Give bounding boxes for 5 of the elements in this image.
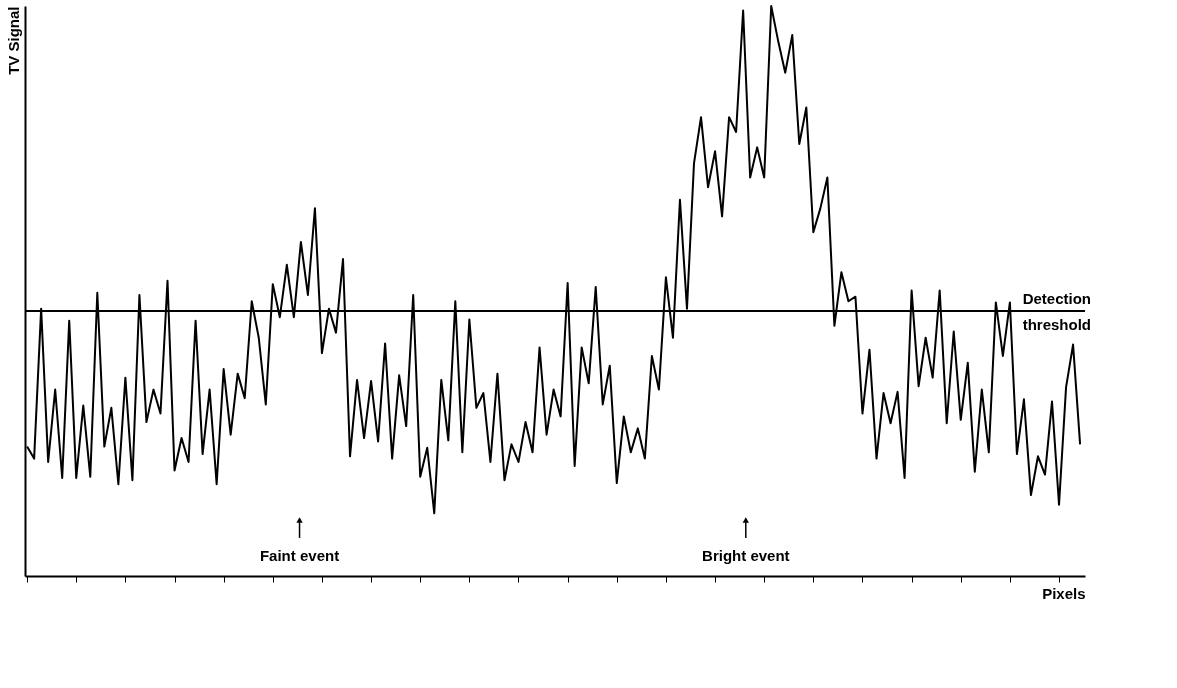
y-axis-title: TV Signal bbox=[4, 6, 22, 75]
ref-line-label: Detection threshold bbox=[1022, 289, 1091, 333]
annotation: Bright event bbox=[702, 547, 790, 564]
annotation: Faint event bbox=[259, 547, 340, 564]
x-axis-title: Pixels bbox=[1042, 585, 1086, 602]
